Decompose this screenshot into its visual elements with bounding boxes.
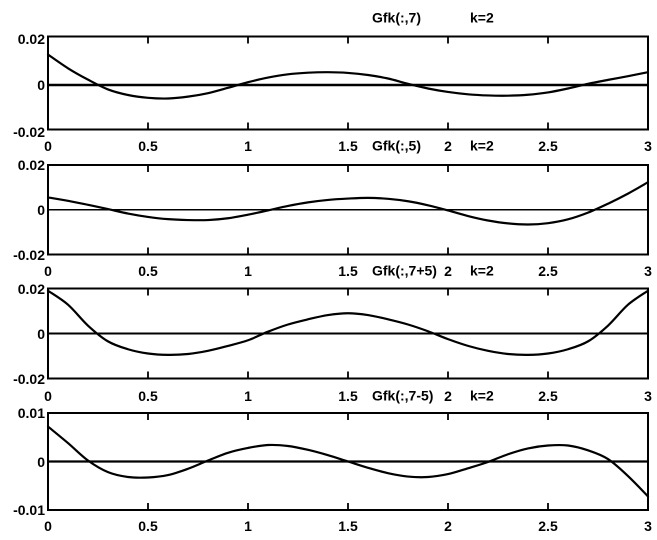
curve-Gfk(:,7)	[46, 53, 650, 100]
y-tick-label: 0.02	[17, 280, 45, 297]
y-tick-label: -0.02	[13, 123, 45, 140]
x-tick-label: 0	[44, 262, 52, 279]
x-tick-label: 0.5	[138, 518, 158, 534]
x-tick-label: 1	[244, 262, 252, 279]
x-tick-label: 3	[644, 388, 652, 404]
x-tick-label: 0.5	[138, 388, 158, 404]
x-tick-label: 0	[44, 518, 52, 534]
subplot2-annotation: k=2	[470, 137, 494, 154]
x-tick-label: 3	[644, 138, 652, 154]
y-tick-label: -0.02	[13, 370, 45, 387]
y-tick-label: -0.01	[13, 502, 45, 518]
curve-Gfk(:,7+5)	[46, 289, 650, 356]
x-tick-label: 0	[44, 388, 52, 404]
x-tick-label: 1	[244, 138, 252, 154]
x-tick-label: 2	[444, 262, 452, 279]
x-tick-label: 2.5	[538, 518, 558, 534]
x-tick-label: 1.5	[338, 262, 358, 279]
x-tick-label: 0.5	[138, 138, 158, 154]
x-tick-label: 1	[244, 518, 252, 534]
x-tick-label: 2.5	[538, 388, 558, 404]
subplot4-title: Gfk(:,7-5)	[372, 387, 434, 404]
y-tick-label: 0.02	[17, 157, 45, 173]
subplot3-title: Gfk(:,7+5)	[372, 261, 437, 278]
subplot1-box	[47, 35, 649, 131]
x-tick-label: 3	[644, 518, 652, 534]
curve-Gfk(:,5)	[46, 181, 650, 226]
x-tick-label: 2.5	[538, 262, 558, 279]
x-tick-label: 3	[644, 262, 652, 279]
x-tick-label: 1.5	[338, 138, 358, 154]
x-tick-label: 2	[444, 518, 452, 534]
y-tick-label: 0	[37, 77, 45, 93]
x-tick-label: 2	[444, 388, 452, 404]
x-tick-label: 1.5	[338, 518, 358, 534]
y-tick-label: 0	[37, 201, 45, 218]
x-tick-label: 2.5	[538, 138, 558, 154]
x-tick-label: 2	[444, 138, 452, 154]
y-tick-label: -0.02	[13, 246, 45, 263]
x-tick-label: 1	[244, 388, 252, 404]
y-tick-label: 0.02	[17, 30, 45, 47]
curve-Gfk(:,7-5)	[46, 425, 650, 498]
y-tick-label: 0	[37, 325, 45, 342]
y-tick-label: 0.01	[17, 405, 45, 421]
subplot4-annotation: k=2	[470, 387, 494, 404]
subplot2-title: Gfk(:,5)	[372, 137, 421, 154]
subplot3-annotation: k=2	[470, 261, 494, 278]
subplot1-annotation: k=2	[470, 9, 494, 26]
x-tick-label: 0.5	[138, 262, 158, 279]
x-tick-label: 0	[44, 138, 52, 154]
y-tick-label: 0	[37, 453, 45, 470]
subplot1-title: Gfk(:,7)	[372, 9, 421, 26]
x-tick-label: 1.5	[338, 388, 358, 404]
